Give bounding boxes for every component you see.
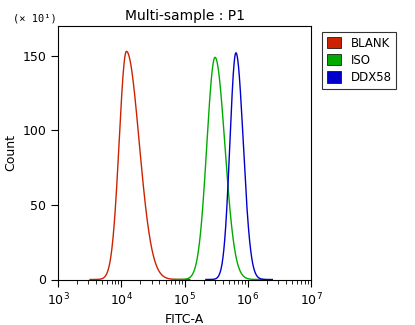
DDX58: [270, 278, 275, 281]
Line: BLANK: BLANK: [90, 51, 190, 280]
ISO: [176, 278, 181, 281]
DDX58: [234, 51, 239, 55]
DDX58: [234, 51, 239, 55]
BLANK: [166, 277, 171, 280]
BLANK: [124, 49, 129, 53]
DDX58: [268, 278, 273, 281]
DDX58: [236, 62, 241, 66]
BLANK: [134, 105, 139, 109]
Line: DDX58: DDX58: [206, 53, 272, 280]
ISO: [242, 275, 247, 279]
Text: (× 10¹): (× 10¹): [12, 13, 56, 23]
ISO: [259, 278, 264, 281]
Title: Multi-sample : P1: Multi-sample : P1: [124, 9, 245, 23]
ISO: [171, 278, 176, 281]
ISO: [215, 64, 220, 68]
DDX58: [256, 276, 261, 279]
Line: ISO: ISO: [174, 57, 264, 280]
BLANK: [187, 278, 192, 281]
Legend: BLANK, ISO, DDX58: BLANK, ISO, DDX58: [322, 32, 396, 89]
DDX58: [207, 278, 212, 281]
BLANK: [88, 278, 93, 281]
BLANK: [136, 133, 141, 137]
X-axis label: FITC-A: FITC-A: [165, 313, 204, 325]
ISO: [212, 55, 217, 59]
BLANK: [184, 278, 189, 281]
BLANK: [184, 278, 189, 281]
ISO: [213, 56, 218, 59]
BLANK: [93, 278, 98, 281]
DDX58: [268, 278, 273, 281]
Y-axis label: Count: Count: [4, 134, 17, 171]
ISO: [261, 278, 266, 281]
DDX58: [203, 278, 208, 281]
ISO: [259, 278, 264, 281]
